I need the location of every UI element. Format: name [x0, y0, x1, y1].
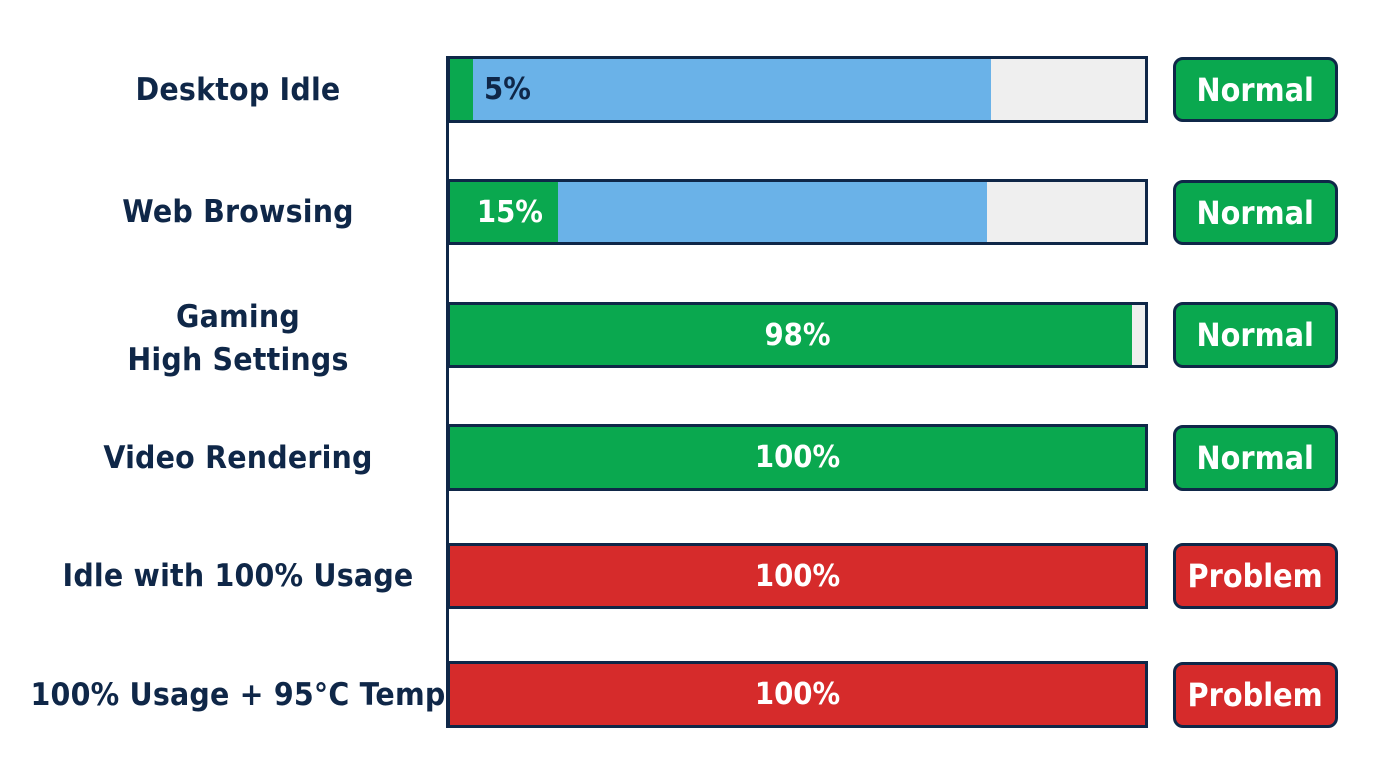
- usage-bar: 100%: [447, 661, 1148, 728]
- value-label: 100%: [754, 440, 841, 475]
- value-label: 100%: [754, 558, 841, 594]
- value-label: 100%: [754, 677, 841, 712]
- usage-fill: [450, 59, 473, 120]
- status-badge: Normal: [1173, 302, 1338, 368]
- status-badge: Normal: [1173, 57, 1338, 122]
- row-label: Desktop Idle: [135, 72, 341, 108]
- usage-bar: 100%: [447, 543, 1148, 609]
- value-label: 98%: [764, 317, 831, 353]
- value-label: 15%: [476, 194, 543, 230]
- row-label: Idle with 100% Usage: [62, 558, 414, 594]
- row-label: Video Rendering: [103, 440, 373, 476]
- category-axis-line: [446, 56, 449, 728]
- row-label: 100% Usage + 95°C Temp: [30, 677, 446, 713]
- secondary-fill: [473, 59, 991, 120]
- value-label: 5%: [484, 72, 531, 107]
- secondary-fill: [558, 182, 987, 242]
- usage-bar: 98%: [447, 302, 1148, 368]
- row-label-line2: High Settings: [127, 342, 349, 378]
- status-badge: Normal: [1173, 180, 1338, 245]
- usage-bar: 15%: [447, 179, 1148, 245]
- usage-fill: [450, 546, 1145, 606]
- usage-fill: [450, 664, 1145, 725]
- row-label: Gaming: [176, 299, 300, 335]
- status-badge: Problem: [1173, 543, 1338, 609]
- usage-fill: [450, 305, 1132, 365]
- usage-bar: 5%: [447, 56, 1148, 123]
- status-badge: Problem: [1173, 662, 1338, 728]
- row-label: Web Browsing: [122, 194, 354, 230]
- usage-fill: [450, 182, 558, 242]
- usage-fill: [450, 427, 1145, 488]
- usage-bar: 100%: [447, 424, 1148, 491]
- status-badge: Normal: [1173, 425, 1338, 491]
